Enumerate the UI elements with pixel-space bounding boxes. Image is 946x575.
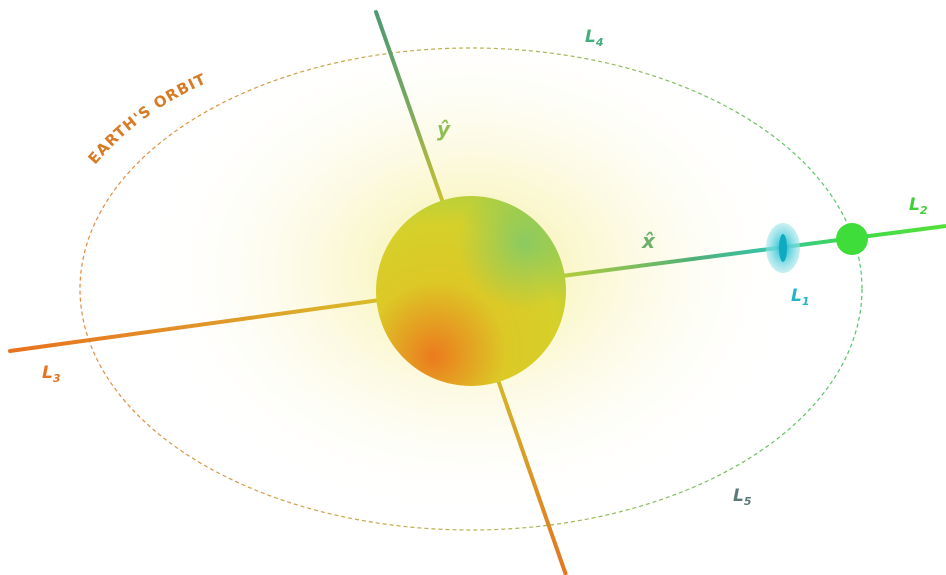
l2-label: L2: [909, 195, 928, 217]
x-axis-label: x̂: [641, 229, 656, 253]
l1-marker-core: [779, 234, 787, 262]
l4-label: L4: [585, 27, 604, 49]
l1-label: L1: [791, 286, 810, 308]
y-axis-lower: [496, 379, 568, 575]
x-axis-line: [561, 224, 946, 278]
sun-l3-line: [8, 298, 382, 353]
earth: [836, 223, 868, 255]
y-axis-label: ŷ: [437, 117, 451, 141]
sun-highlight: [376, 196, 566, 386]
l5-label: L5: [733, 486, 752, 508]
y-axis-upper: [374, 10, 444, 202]
earth-orbit: [79, 47, 863, 531]
l3-label: L3: [42, 363, 61, 385]
